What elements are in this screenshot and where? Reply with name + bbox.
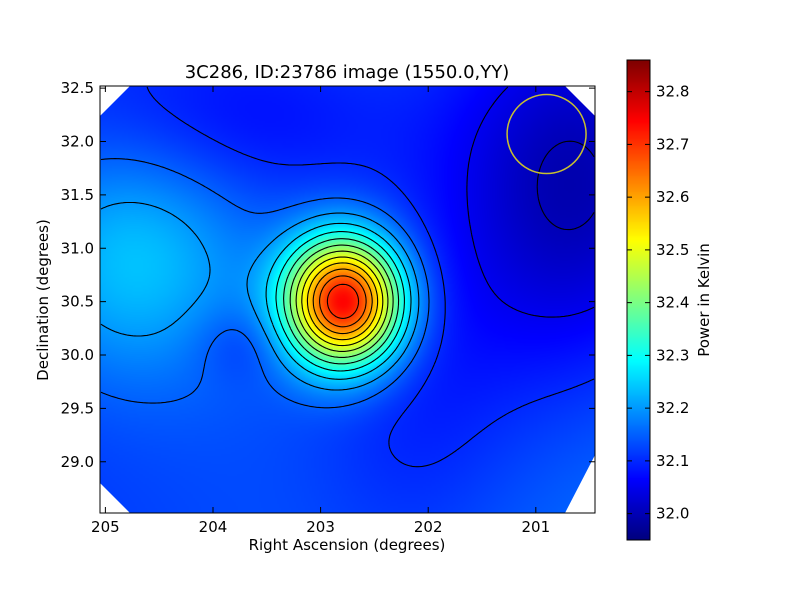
colorbar-frame <box>626 59 651 541</box>
contour-level-12 <box>312 268 373 335</box>
contour-level-9 <box>295 250 389 352</box>
contour-level-0 <box>536 140 595 231</box>
y-axis: 29.0 29.5 30.0 30.5 31.0 31.5 32.0 32.5 <box>61 79 595 471</box>
plot-area <box>99 85 596 514</box>
contour-level-2 <box>146 86 595 468</box>
x-tick-label: 203 <box>306 518 335 536</box>
contour-level-7 <box>283 238 400 365</box>
x-axis: 205 204 203 202 201 <box>91 86 550 536</box>
colorbar-tick-label: 32.3 <box>656 346 689 364</box>
colorbar: 32.0 32.1 32.2 32.3 32.4 32.5 32.6 32.7 32.8 Pow… <box>626 59 713 541</box>
contour-level-13 <box>319 275 367 328</box>
colorbar-label: Power in Kelvin <box>695 243 713 357</box>
beam-circle <box>506 93 587 175</box>
x-axis-label: Right Ascension (degrees) <box>249 536 446 554</box>
contour-level-10 <box>301 256 384 347</box>
contour-level-14 <box>326 283 360 319</box>
colorbar-tick-label: 32.7 <box>656 135 689 153</box>
contour-level-3 <box>100 158 595 513</box>
contour-level-1 <box>466 86 595 318</box>
colorbar-tick-label: 32.1 <box>656 452 689 470</box>
colorbar-gradient <box>627 60 650 540</box>
y-tick-label: 29.0 <box>61 453 94 471</box>
colorbar-tick-label: 32.4 <box>656 294 689 312</box>
x-tick-label: 202 <box>414 518 443 536</box>
colorbar-tick-label: 32.2 <box>656 399 689 417</box>
y-tick-label: 30.5 <box>61 293 94 311</box>
y-tick-label: 32.5 <box>61 79 94 97</box>
x-tick-label: 205 <box>91 518 120 536</box>
contour-level-11 <box>306 262 379 341</box>
chart-title: 3C286, ID:23786 image (1550.0,YY) <box>185 62 510 83</box>
colorbar-tick-label: 32.5 <box>656 241 689 259</box>
contour-lines <box>100 86 595 513</box>
x-tick-label: 201 <box>521 518 550 536</box>
y-tick-label: 29.5 <box>61 399 94 417</box>
contour-level-8 <box>289 244 394 358</box>
heatmap-image <box>100 86 595 513</box>
contour-level-4 <box>100 201 420 391</box>
y-axis-label: Declination (degrees) <box>34 219 52 381</box>
y-tick-label: 31.5 <box>61 186 94 204</box>
y-tick-label: 30.0 <box>61 346 94 364</box>
y-tick-label: 32.0 <box>61 133 94 151</box>
colorbar-ticks: 32.0 32.1 32.2 32.3 32.4 32.5 32.6 32.7 32.8 <box>627 83 689 523</box>
colorbar-tick-label: 32.0 <box>656 505 689 523</box>
contour-level-6 <box>275 231 405 372</box>
y-tick-label: 31.0 <box>61 239 94 257</box>
colorbar-tick-label: 32.6 <box>656 188 689 206</box>
plot-frame <box>99 85 596 514</box>
colorbar-tick-label: 32.8 <box>656 83 689 101</box>
x-tick-label: 204 <box>199 518 228 536</box>
contour-level-5 <box>265 222 412 380</box>
